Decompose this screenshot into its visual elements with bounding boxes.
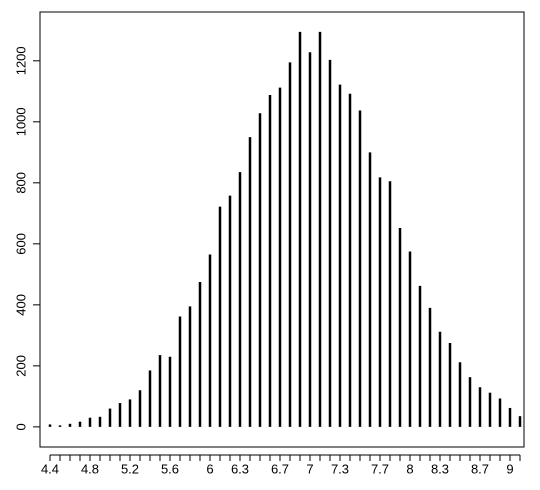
x-tick-label: 7.3 [331, 461, 349, 476]
y-tick-label: 0 [13, 423, 28, 430]
y-tick-label: 600 [13, 233, 28, 255]
y-tick-label: 400 [13, 294, 28, 316]
x-tick-label: 4.8 [81, 461, 99, 476]
x-tick-label: 7 [306, 461, 313, 476]
x-tick-label: 8.3 [431, 461, 449, 476]
x-tick-label: 8 [406, 461, 413, 476]
y-tick-label: 1000 [13, 107, 28, 136]
x-tick-label: 7.7 [371, 461, 389, 476]
x-tick-label: 8.7 [471, 461, 489, 476]
plot-box [39, 11, 525, 448]
x-tick-label: 4.4 [41, 461, 59, 476]
y-tick-label: 1200 [13, 46, 28, 75]
x-tick-label: 5.6 [161, 461, 179, 476]
x-tick-label: 6.7 [271, 461, 289, 476]
y-tick-label: 200 [13, 355, 28, 377]
x-tick-label: 6.3 [231, 461, 249, 476]
y-tick-label: 800 [13, 172, 28, 194]
x-tick-label: 5.2 [121, 461, 139, 476]
x-tick-label: 6 [206, 461, 213, 476]
x-tick-label: 9 [506, 461, 513, 476]
